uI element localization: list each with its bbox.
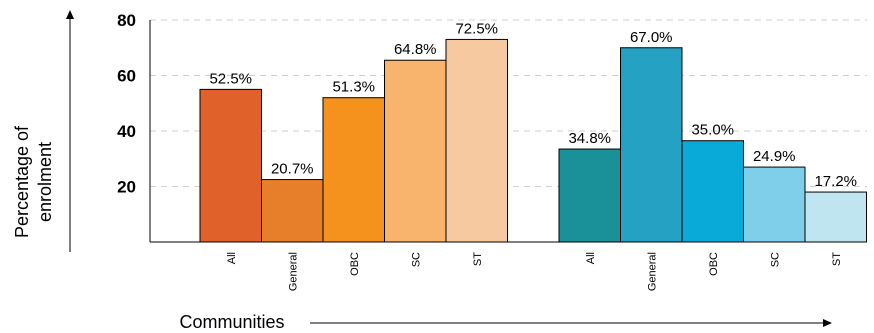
y-tick-label: 60 <box>117 67 136 86</box>
bars <box>199 38 867 243</box>
value-label: 51.3% <box>332 79 375 96</box>
y-tick-label: 40 <box>117 122 136 141</box>
bar-1-obc <box>322 97 385 243</box>
bar-2-all <box>558 148 621 243</box>
value-label: 64.8% <box>394 41 437 58</box>
value-label: 52.5% <box>209 70 252 87</box>
y-tick-labels: 20 40 60 80 <box>117 11 136 197</box>
y-tick-label: 20 <box>117 178 136 197</box>
category-label: SC <box>410 252 422 267</box>
y-axis-title: Percentage of enrolment <box>12 10 74 252</box>
category-label: General <box>646 252 658 291</box>
value-label: 72.5% <box>455 20 498 37</box>
bar-1-st <box>445 38 508 243</box>
y-axis-title-line-1: Percentage of <box>12 125 32 238</box>
value-label: 20.7% <box>271 161 314 178</box>
value-label: 34.8% <box>568 130 611 147</box>
category-label: OBC <box>349 252 361 276</box>
category-label: All <box>226 252 238 264</box>
bar-2-general <box>620 47 683 243</box>
y-axis-title-line-2: enrolment <box>35 142 55 222</box>
x-axis-arrow-head <box>823 319 832 327</box>
x-axis-title: Communities <box>179 312 832 332</box>
value-label: 17.2% <box>814 173 857 190</box>
category-label: ST <box>472 252 484 266</box>
bar-1-general <box>261 179 324 243</box>
bar-2-st <box>804 191 867 243</box>
x-axis-title-text: Communities <box>179 312 284 332</box>
value-labels: 52.5% 20.7% 51.3% 64.8% 72.5% 34.8% 67.0% 35.0%… <box>209 20 857 190</box>
bar-1-sc <box>384 59 447 243</box>
value-label: 24.9% <box>753 148 796 165</box>
y-axis-arrow-head <box>66 10 74 19</box>
category-label: OBC <box>708 252 720 276</box>
value-label: 67.0% <box>630 29 673 46</box>
category-label: ST <box>831 252 843 266</box>
bar-2-sc <box>743 166 806 243</box>
category-label: All <box>585 252 597 264</box>
bar-1-all <box>199 88 262 243</box>
category-label: General <box>287 252 299 291</box>
value-label: 35.0% <box>691 122 734 139</box>
category-labels: All General OBC SC ST All General OBC SC ST <box>226 252 843 291</box>
category-label: SC <box>769 252 781 267</box>
y-tick-label: 80 <box>117 11 136 30</box>
bar-2-obc <box>681 140 744 243</box>
